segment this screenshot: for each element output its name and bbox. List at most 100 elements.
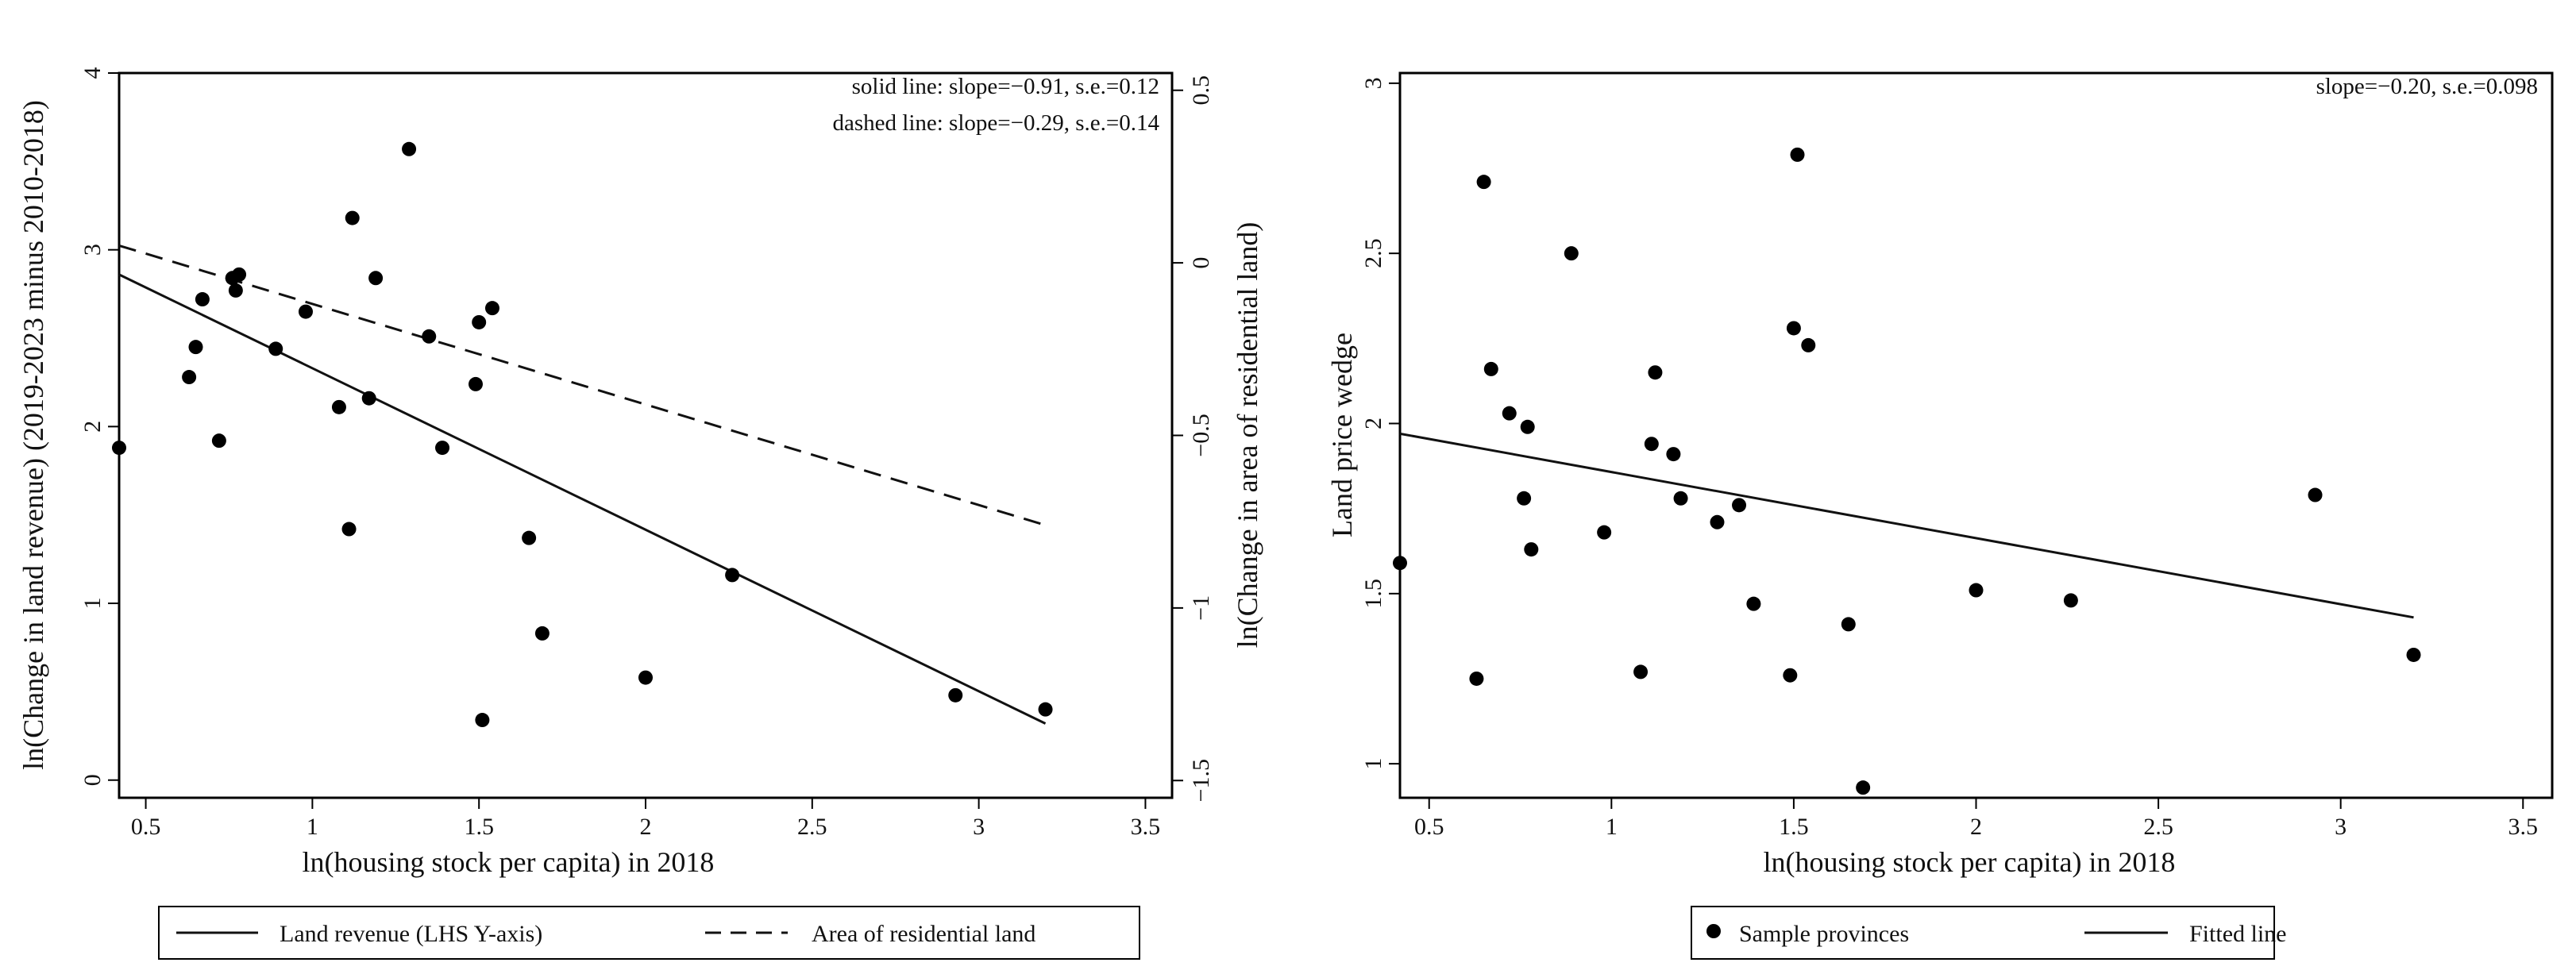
data-point: [948, 687, 963, 703]
plot-frame: [118, 71, 1174, 799]
x-tick-label: 1: [1606, 814, 1618, 840]
y-tick-label: 3: [79, 244, 106, 256]
data-point: [1038, 702, 1053, 717]
data-point: [341, 522, 357, 537]
data-point: [1648, 365, 1663, 380]
data-point: [1517, 491, 1532, 506]
data-point: [435, 441, 450, 456]
data-point: [298, 304, 313, 319]
y2-tick-label: −0.5: [1188, 414, 1214, 456]
legend-sample-provinces: Sample provinces: [1739, 921, 1909, 947]
legend-marker-key: [1706, 924, 1721, 938]
y-tick-label: 2: [1360, 418, 1386, 429]
data-point: [1393, 556, 1407, 571]
chart-right: 0.5 1 1.5 2 2.5 3 3.5 1 1.5 2 2.5 3 slope=−0.20, s.…: [1326, 71, 2554, 960]
data-point: [1786, 321, 1801, 336]
legend: Land revenue (LHS Y-axis) Area of reside…: [158, 906, 1140, 960]
data-point: [1710, 514, 1725, 529]
y-tick-label: 0: [79, 774, 106, 786]
data-point: [1746, 596, 1761, 611]
data-point: [1856, 780, 1871, 795]
y2-tick-label: 0: [1188, 257, 1214, 269]
point-layer: [112, 141, 1053, 728]
data-point: [1483, 361, 1498, 376]
y-tick-label: 4: [79, 67, 106, 79]
x-tick-label: 0.5: [1414, 814, 1444, 840]
x-tick-label: 3.5: [2509, 814, 2539, 840]
chart-left: 0.5 1 1.5 2 2.5 3 3.5 0 1 2 3 4 −1.5 −1 −0.5 0 0.5 solid…: [17, 67, 1263, 960]
x-tick-label: 3.5: [1131, 814, 1161, 840]
data-point: [2406, 647, 2421, 662]
x-tick-label: 2.5: [797, 814, 827, 840]
x-tick-label: 2: [1970, 814, 1982, 840]
x-tick-label: 1.5: [1779, 814, 1809, 840]
data-point: [1783, 668, 1798, 683]
y2-tick-label: 0.5: [1188, 75, 1214, 106]
legend-land-revenue: Land revenue (LHS Y-axis): [280, 921, 542, 947]
annotation-solid: solid line: slope=−0.91, s.e.=0.12: [852, 74, 1159, 99]
x-tick-label: 1: [307, 814, 318, 840]
data-point: [472, 314, 487, 329]
fit-line-layer: [118, 244, 1047, 725]
data-point: [368, 271, 384, 286]
y-tick-label: 3: [1360, 77, 1386, 89]
data-point: [522, 530, 537, 545]
data-point: [1969, 583, 1984, 598]
tick-layer: 0.5 1 1.5 2 2.5 3 3.5 1 1.5 2 2.5 3: [1360, 77, 2538, 840]
y2-axis-label: ln(Change in area of residential land): [1232, 222, 1263, 649]
x-tick-label: 3: [973, 814, 985, 840]
y2-tick-label: −1.5: [1188, 759, 1214, 802]
data-point: [1666, 447, 1681, 462]
data-point: [345, 210, 360, 225]
data-point: [1524, 542, 1539, 557]
data-point: [361, 391, 376, 406]
x-tick-label: 3: [2335, 814, 2347, 840]
y-tick-label: 2: [79, 421, 106, 433]
data-point: [534, 626, 550, 641]
data-point: [1801, 337, 1816, 352]
data-point: [1644, 437, 1659, 452]
y-tick-label: 1.5: [1360, 579, 1386, 609]
y-tick-label: 1: [1360, 758, 1386, 770]
x-tick-label: 2: [640, 814, 652, 840]
data-point: [1633, 664, 1649, 679]
data-point: [232, 267, 247, 282]
data-point: [112, 441, 126, 456]
data-point: [228, 283, 243, 298]
x-axis-label: ln(housing stock per capita) in 2018: [303, 846, 715, 878]
y2-tick-label: −1: [1188, 595, 1214, 621]
data-point: [1597, 525, 1612, 540]
solid-fit-line: [118, 273, 1047, 725]
point-layer: [1393, 147, 2421, 795]
dashed-fit-line: [118, 244, 1046, 526]
y-tick-label: 2.5: [1360, 238, 1386, 268]
y-tick-label: 1: [79, 598, 106, 610]
data-point: [2308, 487, 2323, 502]
data-point: [1469, 671, 1484, 686]
tick-layer: 0.5 1 1.5 2 2.5 3 3.5 0 1 2 3 4 −1.5 −1 −0.5 0 0.5: [79, 67, 1214, 841]
data-point: [2063, 593, 2078, 608]
data-point: [638, 670, 653, 685]
data-point: [331, 399, 346, 414]
data-point: [1841, 617, 1856, 632]
data-point: [1564, 246, 1579, 261]
x-tick-label: 1.5: [464, 814, 494, 840]
legend-box: [158, 906, 1140, 960]
y-axis-label: Land price wedge: [1326, 333, 1358, 537]
data-point: [484, 301, 499, 316]
annotation-dashed: dashed line: slope=−0.29, s.e.=0.14: [832, 110, 1159, 136]
legend-box: [1691, 906, 2275, 960]
plot-frame: [1398, 71, 2554, 799]
legend: Sample provinces Fitted line: [1691, 906, 2287, 960]
data-point: [211, 433, 226, 449]
solid-fit-line: [1399, 432, 2414, 619]
data-point: [195, 292, 210, 307]
legend-fitted-line: Fitted line: [2189, 921, 2287, 947]
data-point: [1790, 147, 1805, 162]
annotation-slope: slope=−0.20, s.e.=0.098: [2316, 74, 2538, 99]
data-point: [422, 329, 437, 344]
fit-line-layer: [1399, 432, 2414, 619]
x-tick-label: 0.5: [131, 814, 161, 840]
data-point: [402, 141, 417, 156]
